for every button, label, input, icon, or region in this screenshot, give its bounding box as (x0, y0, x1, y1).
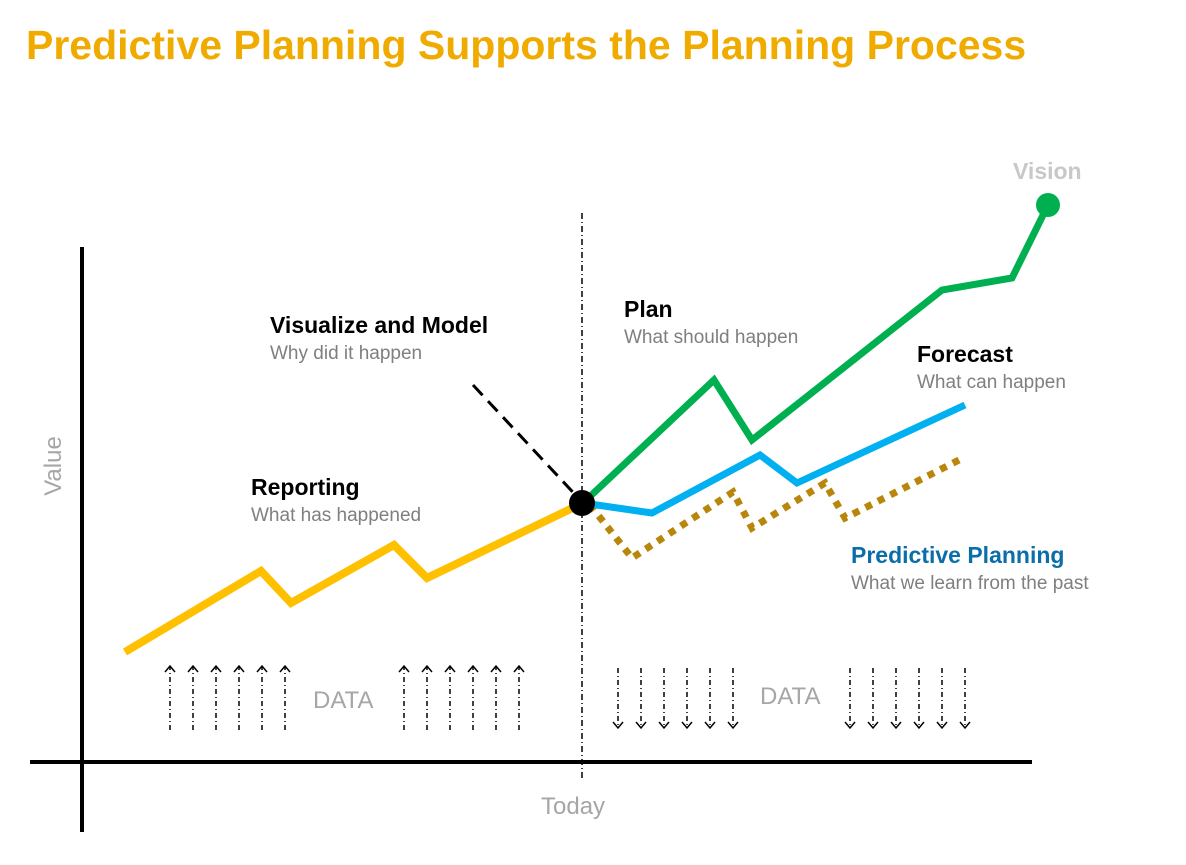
visualize-sub: Why did it happen (270, 343, 423, 364)
today-label: Today (541, 793, 606, 820)
predictive-sub: What we learn from the past (851, 573, 1089, 594)
plan-heading: Plan (624, 296, 673, 322)
plan-sub: What should happen (624, 327, 799, 348)
data-down-arrow (612, 668, 624, 730)
data-down-arrow (890, 668, 902, 730)
visualize-pointer (471, 383, 585, 505)
data-up-arrow (513, 664, 525, 730)
reporting-sub: What has happened (251, 505, 422, 526)
data-up-arrow (398, 664, 410, 730)
data-up-arrow (164, 664, 176, 730)
predictive-line (587, 454, 965, 563)
y-axis-label: Value (39, 436, 67, 496)
predictive-heading: Predictive Planning (851, 542, 1065, 568)
data-down-arrow (658, 668, 670, 730)
data-down-arrow (936, 668, 948, 730)
data-label-right: DATA (760, 683, 821, 710)
data-down-arrow (913, 668, 925, 730)
visualize-label: Visualize and Model Why did it happen (270, 312, 488, 365)
forecast-label: Forecast What can happen (917, 341, 1066, 394)
data-down-arrow (844, 668, 856, 730)
forecast-heading: Forecast (917, 341, 1013, 367)
plan-label: Plan What should happen (624, 296, 798, 349)
today-point (569, 490, 595, 516)
forecast-line (582, 401, 967, 517)
data-up-arrow (467, 664, 479, 730)
forecast-sub: What can happen (917, 372, 1066, 393)
data-up-arrow (279, 664, 291, 730)
diagram-title: Predictive Planning Supports the Plannin… (26, 22, 1027, 68)
visualize-heading: Visualize and Model (270, 312, 489, 338)
data-up-arrow (233, 664, 245, 730)
data-up-arrow (187, 664, 199, 730)
data-label-left: DATA (313, 687, 374, 714)
reporting-label: Reporting What has happened (251, 474, 421, 527)
data-down-arrow (681, 668, 693, 730)
predictive-label: Predictive Planning What we learn from t… (851, 542, 1089, 595)
data-up-arrow (444, 664, 456, 730)
data-down-arrow (704, 668, 716, 730)
data-down-arrow (727, 668, 739, 730)
data-up-arrow (490, 664, 502, 730)
data-down-arrow (635, 668, 647, 730)
data-up-arrow (256, 664, 268, 730)
reporting-line (122, 499, 585, 656)
data-down-arrow (959, 668, 971, 730)
vision-label: Vision (1013, 158, 1082, 184)
data-up-arrow (210, 664, 222, 730)
plan-line (580, 203, 1052, 506)
vision-point (1036, 193, 1060, 217)
reporting-heading: Reporting (251, 474, 360, 500)
data-up-arrow (421, 664, 433, 730)
data-down-arrow (867, 668, 879, 730)
